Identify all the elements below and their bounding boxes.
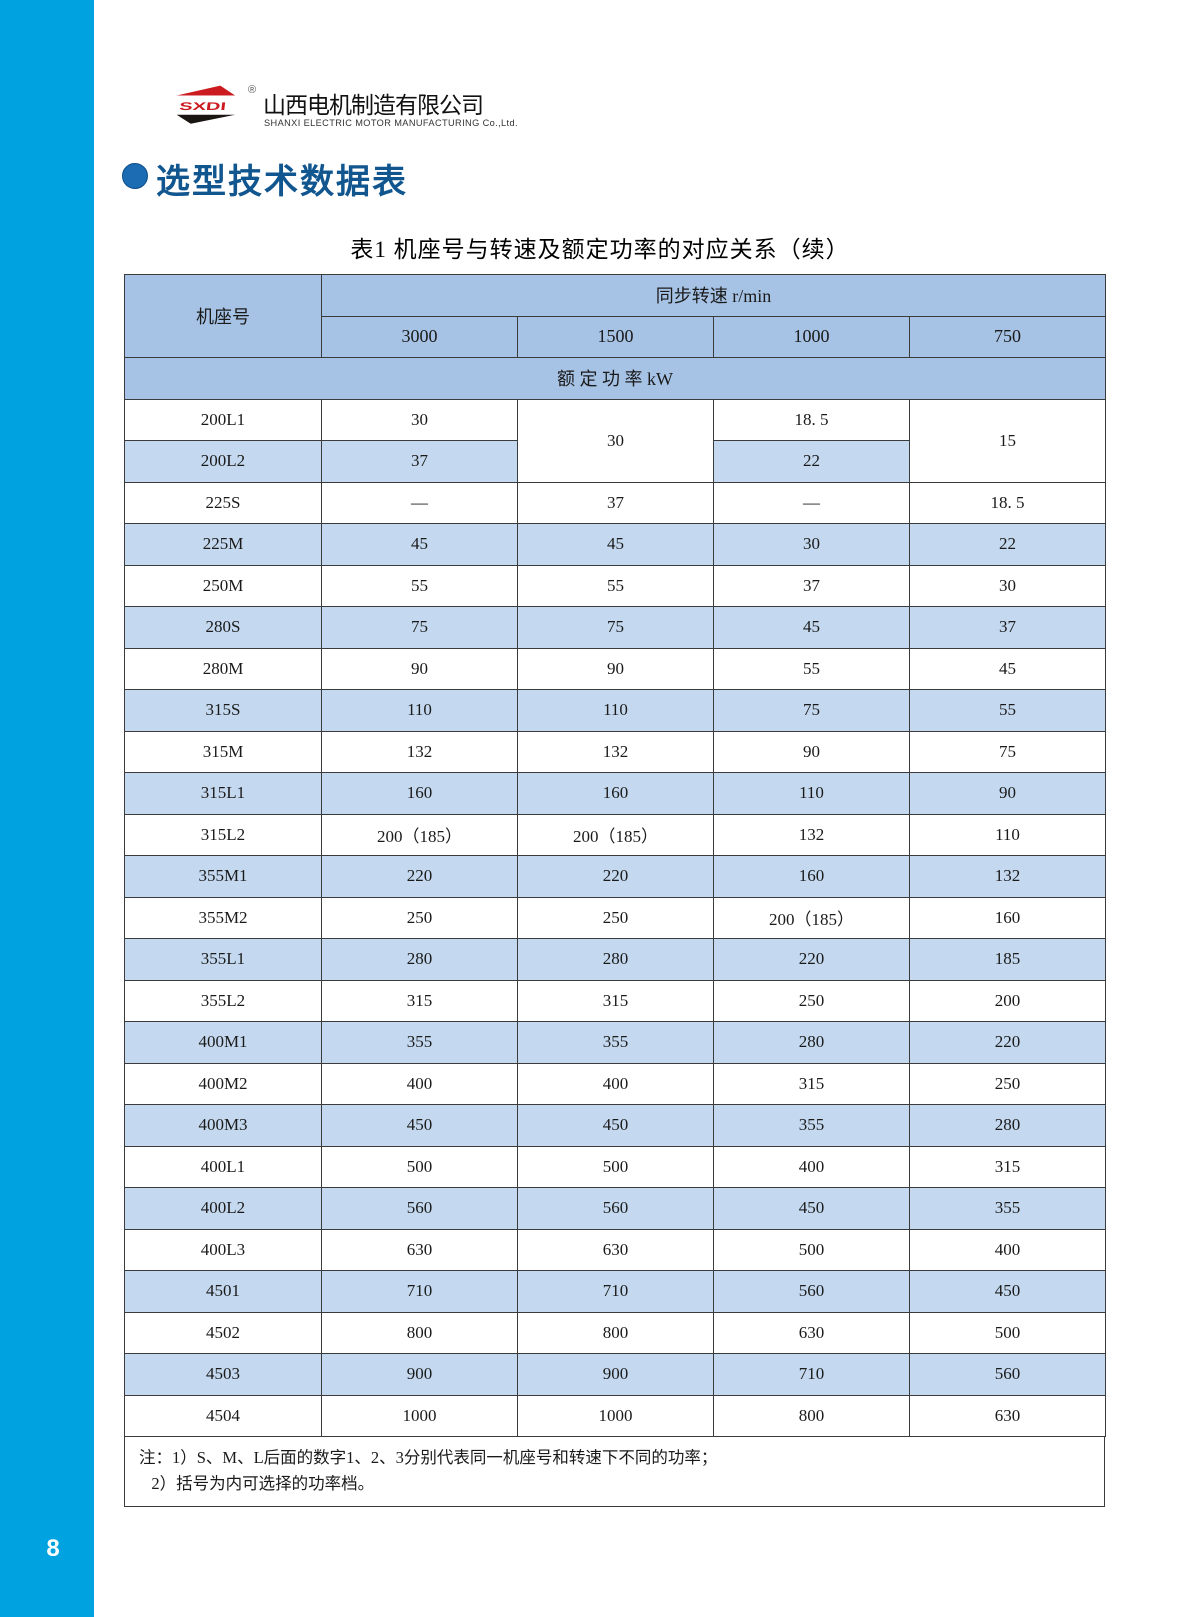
svg-text:SXDI: SXDI — [179, 101, 227, 113]
